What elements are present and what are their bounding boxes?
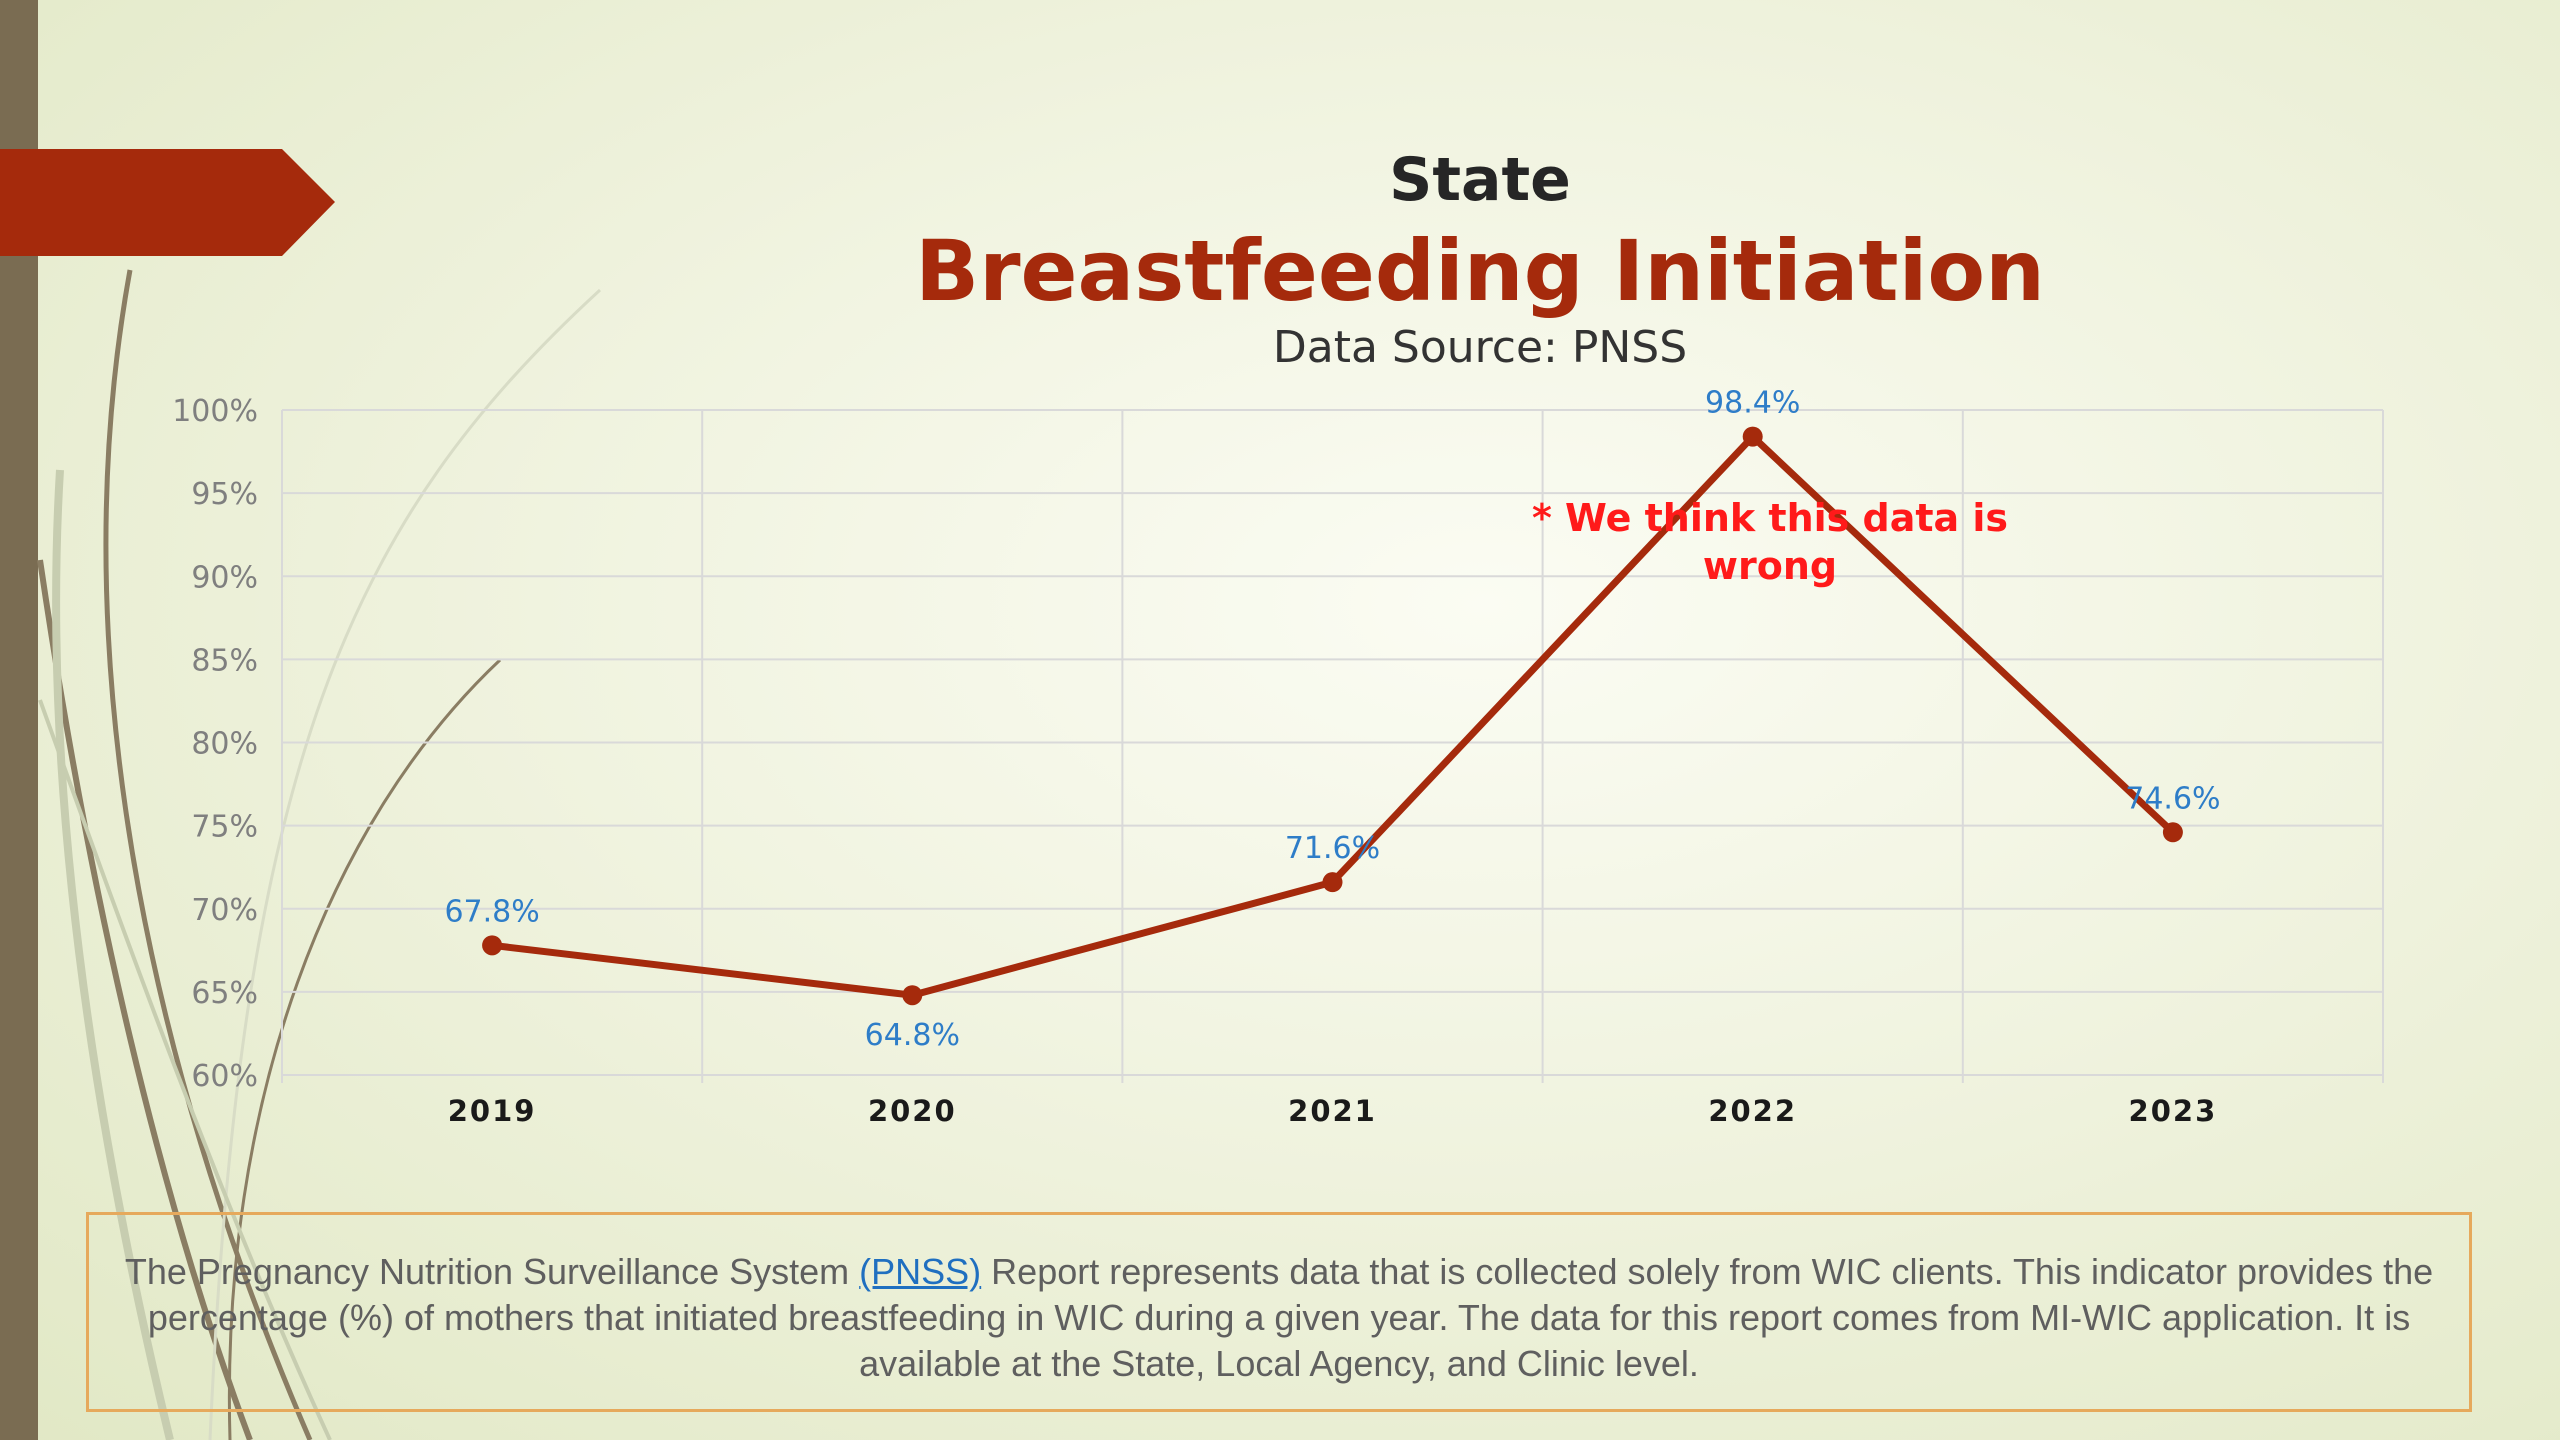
y-tick-label: 100% [172,394,258,429]
data-point [1322,872,1343,893]
data-label-layer: 67.8% 64.8% 71.6% 98.4% 74.6% [444,386,2220,1054]
y-axis: 60% 65% 70% 75% 80% 85% 90% 95% 100% [172,394,258,1094]
description-text-start: The Pregnancy Nutrition Surveillance Sys… [124,1251,860,1292]
chart-grid [281,409,2384,1083]
y-tick-label: 75% [191,810,258,845]
x-tick-label: 2019 [448,1094,537,1128]
y-tick-label: 60% [191,1059,258,1094]
data-label: 64.8% [865,1018,960,1053]
y-tick-label: 65% [191,976,258,1011]
data-label: 98.4% [1705,386,1800,421]
data-label: 67.8% [444,894,539,929]
y-tick-label: 90% [191,560,258,595]
slide-heading: State [1389,145,1571,215]
chart-annotation: * We think this data is wrong [1531,496,2009,588]
data-label: 74.6% [2125,781,2220,816]
y-tick-label: 85% [191,643,258,678]
x-tick-label: 2023 [2129,1094,2218,1128]
data-point [902,985,923,1006]
x-tick-label: 2021 [1288,1094,1377,1128]
data-label: 71.6% [1285,831,1380,866]
y-tick-label: 70% [191,893,258,928]
description-box: The Pregnancy Nutrition Surveillance Sys… [86,1212,2472,1412]
data-point [1742,426,1763,447]
data-point [2162,822,2183,843]
series-line-layer [482,426,2183,1006]
x-axis: 2019 2020 2021 2022 2023 [448,1094,2218,1128]
data-source-label: Data Source: PNSS [1272,322,1688,373]
y-tick-label: 80% [191,727,258,762]
pnss-link[interactable]: (PNSS) [859,1251,982,1292]
chart-title: Breastfeeding Initiation [915,222,2045,320]
data-point [482,935,503,956]
x-tick-label: 2020 [868,1094,957,1128]
arrow-tab-shape [0,149,335,256]
x-tick-label: 2022 [1708,1094,1797,1128]
y-tick-label: 95% [191,477,258,512]
description-text-end: Report represents data that is collected… [147,1251,2434,1384]
